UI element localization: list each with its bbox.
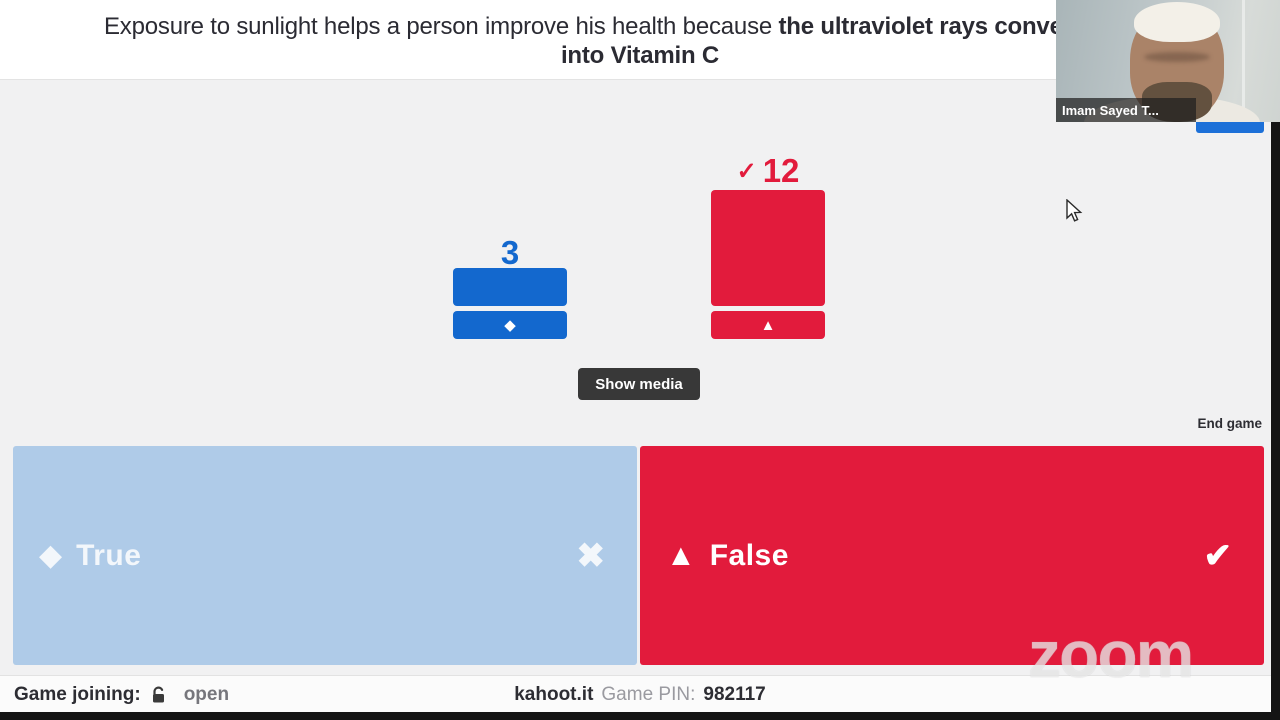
bar-false-base: ▲	[711, 311, 825, 339]
question-text-line1: Exposure to sunlight helps a person impr…	[104, 13, 1063, 41]
triangle-icon: ▲	[760, 316, 776, 334]
triangle-icon: ▲	[666, 538, 696, 572]
right-edge-bar	[1271, 120, 1280, 720]
game-pin-label: Game PIN:	[601, 683, 696, 705]
question-text-bold: the ultraviolet rays conve	[778, 13, 1063, 40]
zoom-watermark: zoom	[1028, 617, 1194, 691]
result-count-false: ✓ 12	[711, 152, 825, 190]
participant-cap	[1134, 2, 1220, 42]
answer-label-false: False	[709, 538, 789, 572]
participant-eyes	[1144, 52, 1210, 62]
show-media-button[interactable]: Show media	[578, 368, 700, 400]
mouse-cursor	[1066, 199, 1083, 222]
game-joining-label: Game joining:	[14, 683, 141, 705]
open-lock-icon	[152, 686, 164, 702]
participant-name-tag: Imam Sayed T...	[1056, 98, 1196, 122]
webcam-video-tile[interactable]: Imam Sayed T...	[1056, 0, 1280, 122]
question-text-regular: Exposure to sunlight helps a person impr…	[104, 13, 779, 40]
answer-label-true: True	[76, 538, 142, 572]
participant-name: Imam Sayed T...	[1062, 102, 1159, 118]
diamond-icon: ◆	[504, 316, 516, 334]
end-game-button[interactable]: End game	[1197, 416, 1262, 431]
bottom-black-bar	[0, 712, 1280, 720]
game-pin-value: 982117	[703, 683, 766, 705]
result-count-true: 3	[500, 234, 520, 271]
answer-tile-false: ▲ False ✔	[640, 446, 1264, 665]
correct-check-icon: ✓	[736, 158, 757, 185]
game-joining-state: open	[183, 683, 230, 705]
correct-check-icon: ✔	[1203, 536, 1233, 575]
bar-true-base: ◆	[453, 311, 567, 339]
wall-edge	[1242, 0, 1245, 122]
kahoot-site-label: kahoot.it	[514, 683, 594, 705]
incorrect-cross-icon: ✖	[576, 536, 606, 575]
game-pin-group: kahoot.it Game PIN: 982117	[0, 676, 1280, 713]
bar-false	[711, 190, 825, 306]
footer-bar: Game joining: open kahoot.it Game PIN: 9…	[0, 675, 1280, 712]
result-count-false-value: 12	[762, 152, 800, 189]
diamond-icon: ◆	[39, 538, 63, 572]
game-joining-toggle[interactable]: Game joining: open	[14, 676, 229, 713]
question-text-line2: into Vitamin C	[560, 42, 720, 69]
answer-tile-true: ◆ True ✖	[13, 446, 637, 665]
bar-true	[453, 268, 567, 306]
